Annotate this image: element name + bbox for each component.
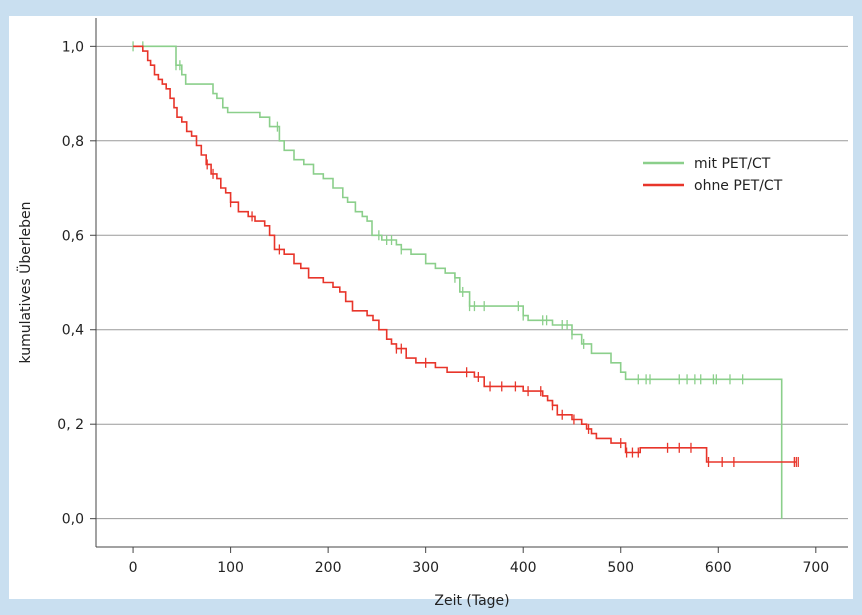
y-axis-ticks: 0,0 0, 2 0,4 0,6 0,8 1,0 bbox=[57, 39, 96, 528]
legend: mit PET/CT ohne PET/CT bbox=[643, 156, 783, 194]
series-mit-pet-ct bbox=[132, 41, 783, 519]
y-tick-label: 1,0 bbox=[62, 39, 84, 55]
y-tick-label: 0,8 bbox=[62, 134, 84, 150]
grid-lines bbox=[96, 45, 848, 520]
legend-label-ohne-pet-ct: ohne PET/CT bbox=[694, 178, 783, 194]
series-line-ohne-pet-ct bbox=[133, 45, 797, 463]
y-tick-label: 0, 2 bbox=[57, 417, 84, 433]
x-axis-title: Zeit (Tage) bbox=[434, 593, 509, 609]
x-tick-label: 500 bbox=[607, 560, 634, 576]
x-tick-label: 0 bbox=[129, 560, 138, 576]
x-tick-label: 600 bbox=[705, 560, 732, 576]
y-axis-title: kumulatives Überleben bbox=[16, 202, 34, 364]
y-tick-label: 0,0 bbox=[62, 512, 84, 528]
x-tick-label: 700 bbox=[802, 560, 829, 576]
legend-label-mit-pet-ct: mit PET/CT bbox=[694, 156, 771, 172]
series-line-mit-pet-ct bbox=[133, 45, 783, 519]
x-tick-label: 400 bbox=[510, 560, 537, 576]
x-tick-label: 100 bbox=[217, 560, 244, 576]
x-axis-ticks: 0 100 200 300 400 500 600 700 bbox=[129, 547, 829, 576]
y-tick-label: 0,4 bbox=[62, 323, 84, 339]
series bbox=[132, 41, 799, 519]
series-ohne-pet-ct bbox=[133, 45, 799, 467]
chart-panel bbox=[9, 16, 853, 599]
axes bbox=[95, 18, 848, 548]
y-tick-label: 0,6 bbox=[62, 228, 84, 244]
x-tick-label: 300 bbox=[412, 560, 439, 576]
x-tick-label: 200 bbox=[315, 560, 342, 576]
